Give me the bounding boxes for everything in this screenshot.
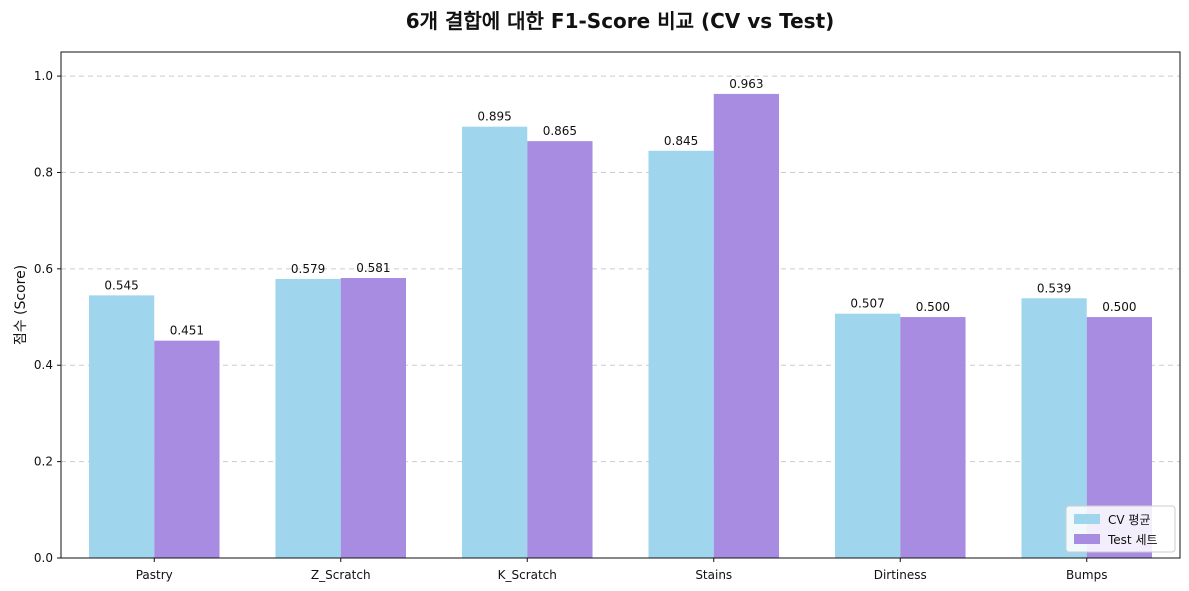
data-label: 0.581	[356, 261, 390, 275]
data-label: 0.963	[729, 77, 763, 91]
data-label: 0.500	[1102, 300, 1136, 314]
y-tick-label: 0.2	[34, 455, 53, 469]
bar-pastry-cv	[88, 295, 155, 558]
legend-swatch	[1074, 534, 1100, 544]
legend-swatch	[1074, 514, 1100, 524]
bar-z-scratch-cv	[275, 278, 341, 558]
data-labels-group: 0.545 0.451 0.579 0.581 0.895 0.865 0.845 0.963…	[104, 77, 1136, 338]
legend: CV 평균 Test 세트	[1065, 505, 1176, 553]
axes-group: 0.0 0.2 0.4 0.6 0.8 1.0 Pastry Z_Scratch K_Scrat…	[34, 51, 1181, 582]
bar-k-scratch-test	[527, 141, 593, 558]
x-tick-label: Pastry	[136, 568, 173, 582]
x-tick-label: Z_Scratch	[311, 568, 371, 582]
y-tick-label: 0.6	[34, 262, 53, 276]
y-axis-label: 점수 (Score)	[13, 265, 29, 345]
data-label: 0.539	[1037, 281, 1071, 295]
bar-dirtiness-cv	[834, 313, 901, 558]
bar-z-scratch-test	[340, 278, 407, 558]
data-label: 0.579	[291, 262, 325, 276]
data-label: 0.451	[170, 324, 204, 338]
x-tick-label: K_Scratch	[498, 568, 557, 582]
data-label: 0.500	[916, 300, 950, 314]
legend-label: CV 평균	[1108, 513, 1150, 527]
x-tick-label: Dirtiness	[874, 568, 927, 582]
plot-frame	[60, 51, 1181, 559]
bars-group	[88, 93, 1153, 559]
y-tick-label: 0.4	[34, 358, 53, 372]
bar-dirtiness-test	[900, 317, 966, 558]
y-tick-label: 0.0	[34, 551, 53, 565]
x-tick-label: Bumps	[1066, 568, 1107, 582]
y-tick-label: 0.8	[34, 165, 53, 179]
data-label: 0.545	[104, 278, 138, 292]
data-label: 0.895	[477, 110, 511, 124]
grid-lines	[61, 75, 1180, 463]
bar-stains-test	[713, 93, 780, 558]
data-label: 0.507	[850, 297, 884, 311]
bar-pastry-test	[154, 340, 220, 558]
bar-k-scratch-cv	[461, 126, 528, 558]
data-label: 0.865	[543, 124, 577, 138]
legend-label: Test 세트	[1107, 533, 1158, 547]
x-tick-label: Stains	[695, 568, 732, 582]
bar-stains-cv	[648, 150, 714, 559]
chart-title: 6개 결합에 대한 F1-Score 비교 (CV vs Test)	[406, 9, 835, 33]
data-label: 0.845	[664, 134, 698, 148]
y-tick-label: 1.0	[34, 69, 53, 83]
